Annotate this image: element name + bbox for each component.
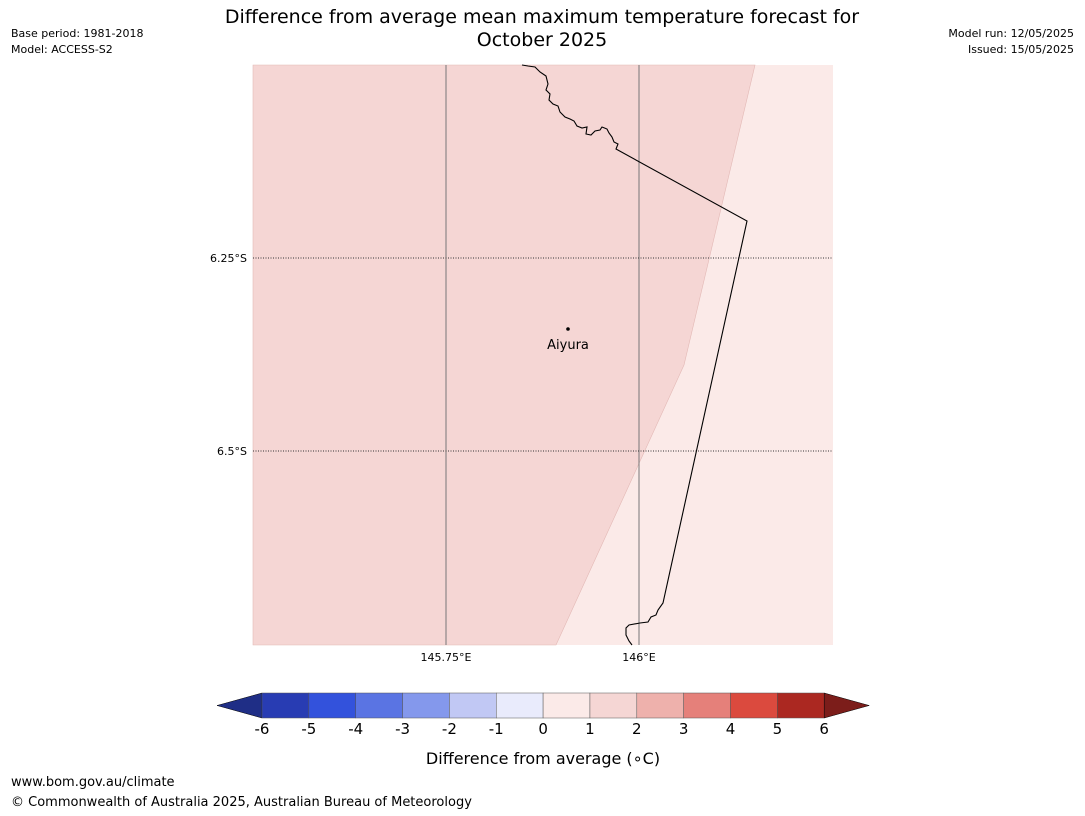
colorbar-tick-label: 5 [773, 720, 783, 738]
colorbar-segment [589, 692, 638, 719]
colorbar-extend-high [823, 692, 871, 719]
colorbar-segment [636, 692, 684, 719]
footer-copyright: © Commonwealth of Australia 2025, Austra… [11, 795, 472, 810]
colorbar-segment [355, 692, 403, 719]
meta-left: Base period: 1981-2018 Model: ACCESS-S2 [11, 26, 143, 58]
colorbar-tick-label: -3 [395, 720, 410, 738]
meta-right: Model run: 12/05/2025 Issued: 15/05/2025 [948, 26, 1074, 58]
colorbar-tick-label: -2 [442, 720, 457, 738]
colorbar-tick-label: -1 [489, 720, 504, 738]
colorbar-tick-label: -4 [348, 720, 363, 738]
model-name: Model: ACCESS-S2 [11, 43, 113, 56]
colorbar-extend-low [216, 692, 263, 719]
colorbar-segment [542, 692, 591, 719]
lon-label-145-75: 145.75°E [421, 651, 472, 664]
title-line-1: Difference from average mean maximum tem… [224, 6, 860, 28]
colorbar-tick-label: 6 [819, 720, 829, 738]
colorbar-tick-label: 4 [726, 720, 736, 738]
colorbar-segment [261, 692, 310, 719]
colorbar-tick-label: -5 [301, 720, 316, 738]
lon-label-146: 146°E [622, 651, 655, 664]
colorbar-segment [496, 692, 544, 719]
base-period: Base period: 1981-2018 [11, 27, 144, 40]
colorbar-tick-label: 1 [585, 720, 595, 738]
footer-url: www.bom.gov.au/climate [11, 775, 175, 790]
colorbar-tick-label: 0 [538, 720, 548, 738]
colorbar-title: Difference from average (∘C) [426, 749, 660, 768]
colorbar [216, 692, 871, 719]
region-band-1-to-2 [252, 64, 756, 646]
border-line [521, 64, 748, 646]
location-marker [566, 327, 570, 331]
model-run: Model run: 12/05/2025 [948, 27, 1074, 40]
page-title: Difference from average mean maximum tem… [142, 6, 942, 52]
colorbar-tick-label: 2 [632, 720, 642, 738]
colorbar-segment [777, 692, 825, 719]
colorbar-segment [449, 692, 497, 719]
issued-date: Issued: 15/05/2025 [967, 43, 1074, 56]
colorbar-ticks: -6 -5 -4 -3 -2 -1 0 1 2 3 4 5 6 [255, 720, 829, 738]
lat-label-6-5: 6.5°S [217, 445, 247, 458]
colorbar-tick-label: -6 [255, 720, 270, 738]
lat-label-6-25: 6.25°S [210, 252, 247, 265]
colorbar-segment [683, 692, 731, 719]
colorbar-segment [730, 692, 778, 719]
colorbar-segment [308, 692, 356, 719]
colorbar-segment [402, 692, 450, 719]
title-line-2: October 2025 [476, 29, 608, 51]
colorbar-tick-label: 3 [679, 720, 689, 738]
place-label: Aiyura [547, 338, 589, 353]
